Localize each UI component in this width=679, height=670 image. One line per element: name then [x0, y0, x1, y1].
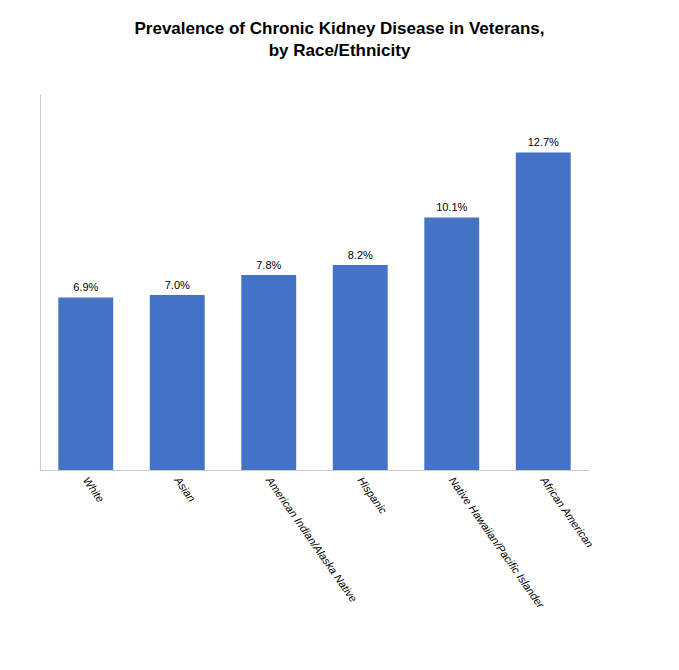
svg-text:White: White — [81, 475, 107, 505]
svg-text:12.7%: 12.7% — [528, 136, 559, 148]
svg-text:Hispanic: Hispanic — [355, 475, 389, 517]
svg-text:8.2%: 8.2% — [348, 249, 373, 261]
svg-text:Prevalence of Chronic Kidney D: Prevalence of Chronic Kidney Disease in … — [134, 19, 544, 38]
svg-text:African American: African American — [538, 474, 596, 550]
svg-text:7.8%: 7.8% — [256, 259, 281, 271]
svg-text:by Race/Ethnicity: by Race/Ethnicity — [269, 41, 411, 60]
svg-text:Native Hawaiian/Pacific Island: Native Hawaiian/Pacific Islander — [447, 475, 548, 612]
svg-text:7.0%: 7.0% — [165, 279, 190, 291]
svg-text:American Indian/Alaska Native: American Indian/Alaska Native — [263, 474, 359, 604]
svg-text:10.1%: 10.1% — [436, 201, 467, 213]
svg-text:Asian: Asian — [172, 474, 198, 504]
svg-text:6.9%: 6.9% — [73, 281, 98, 293]
